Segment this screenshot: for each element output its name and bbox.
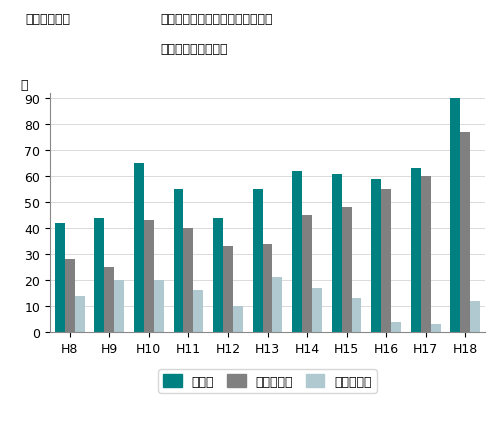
Bar <box>312 288 322 332</box>
Bar <box>272 278 282 332</box>
Bar <box>411 169 420 332</box>
Bar <box>430 325 440 332</box>
Text: 廃棄物の不法投棄・不適正処理に: 廃棄物の不法投棄・不適正処理に <box>160 13 272 26</box>
Bar <box>184 229 194 332</box>
Bar <box>134 164 144 332</box>
Text: 図１－１－７: 図１－１－７ <box>25 13 70 26</box>
Bar <box>332 174 342 332</box>
Bar <box>391 322 401 332</box>
Bar <box>352 299 362 332</box>
Bar <box>292 172 302 332</box>
Bar <box>233 306 243 332</box>
Bar <box>252 190 262 332</box>
Bar <box>420 177 430 332</box>
Text: 係る検挙件数の推移: 係る検挙件数の推移 <box>160 43 228 55</box>
Legend: 総件数, 一般廃棄物, 産業廃棄物: 総件数, 一般廃棄物, 産業廃棄物 <box>158 369 377 393</box>
Bar <box>74 296 85 332</box>
Bar <box>460 132 470 332</box>
Bar <box>381 190 391 332</box>
Bar <box>114 280 124 332</box>
Bar <box>144 221 154 332</box>
Bar <box>104 268 115 332</box>
Bar <box>223 247 233 332</box>
Bar <box>65 260 74 332</box>
Bar <box>194 291 203 332</box>
Y-axis label: 件: 件 <box>20 78 28 91</box>
Bar <box>55 223 65 332</box>
Bar <box>262 244 272 332</box>
Bar <box>342 208 351 332</box>
Bar <box>174 190 184 332</box>
Bar <box>213 218 223 332</box>
Bar <box>470 301 480 332</box>
Bar <box>154 280 164 332</box>
Bar <box>302 216 312 332</box>
Bar <box>450 99 460 332</box>
Bar <box>94 218 104 332</box>
Bar <box>372 179 381 332</box>
